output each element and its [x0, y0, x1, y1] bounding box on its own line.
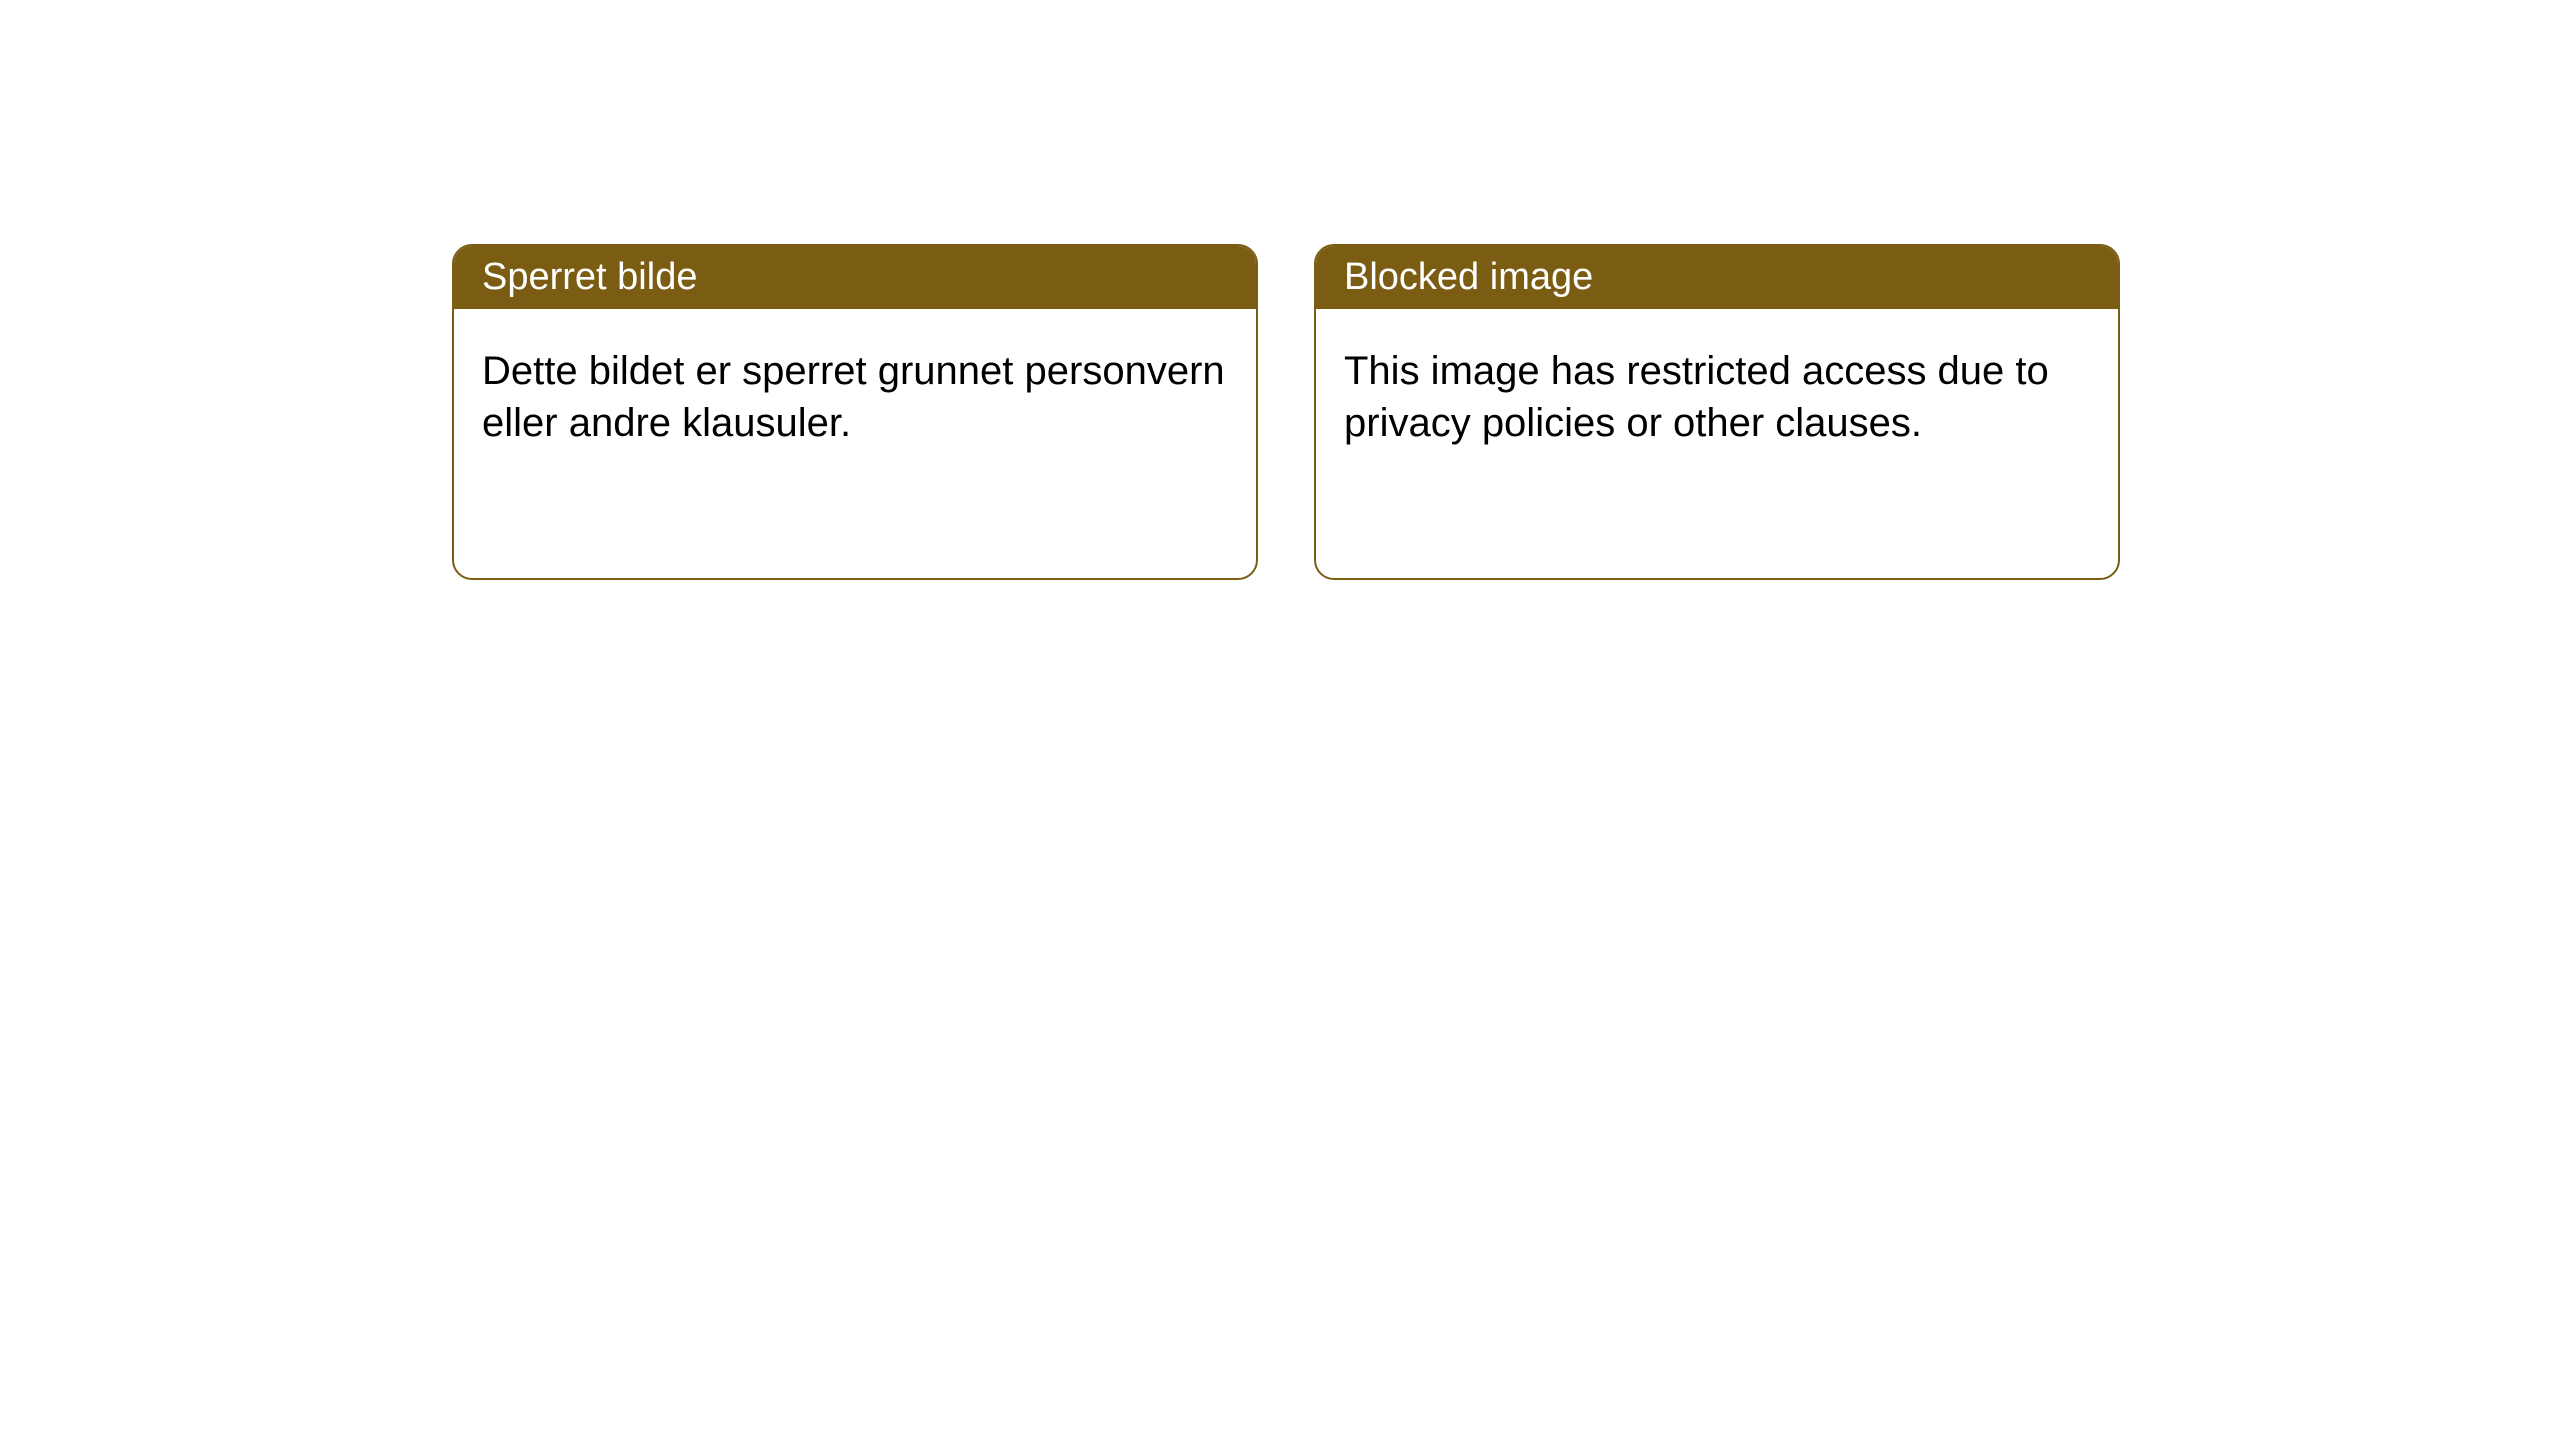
notice-card-title: Sperret bilde	[454, 246, 1256, 309]
notice-card-body: This image has restricted access due to …	[1316, 309, 2118, 485]
notice-card-norwegian: Sperret bilde Dette bildet er sperret gr…	[452, 244, 1258, 580]
notice-card-body: Dette bildet er sperret grunnet personve…	[454, 309, 1256, 485]
notice-card-title: Blocked image	[1316, 246, 2118, 309]
notice-card-english: Blocked image This image has restricted …	[1314, 244, 2120, 580]
notice-cards-container: Sperret bilde Dette bildet er sperret gr…	[0, 0, 2560, 580]
